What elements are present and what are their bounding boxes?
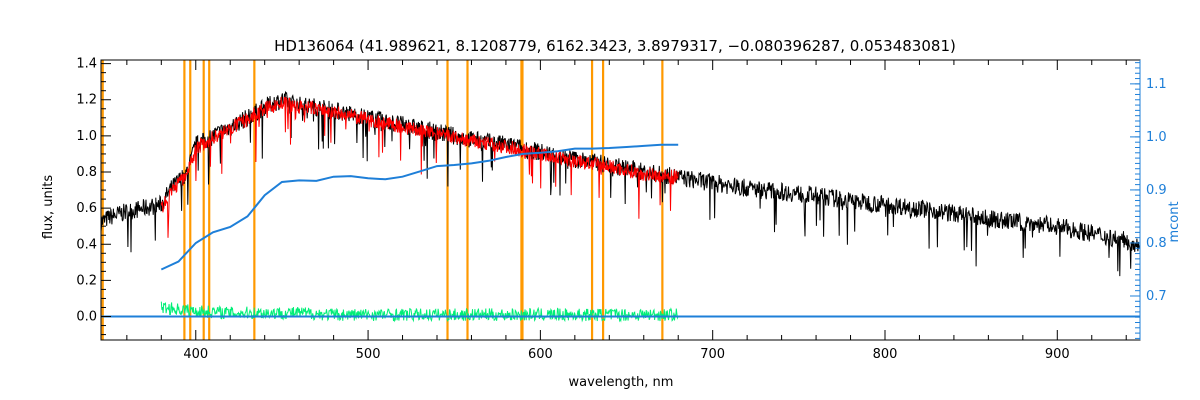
series-residuals [160,301,679,323]
axes: 400 500 600 700 800 900 0.0 0.2 0.4 0.6 0.8 1.0 1.2 1… [76,57,1166,362]
y2-axis-label: mcont [1167,201,1182,242]
plot-frame [100,59,1141,341]
y-axis-label: flux, units [41,175,56,240]
y-tick-label-7: 1.4 [76,57,97,72]
series-mcont [160,143,679,271]
series-observed [100,90,1141,277]
series-model [160,96,679,238]
y2-tick-label-4: 1.1 [1146,77,1167,92]
series-layer [100,90,1141,323]
y2-tick-label-2: 0.9 [1146,183,1167,198]
y-tick-label-2: 0.4 [76,237,97,252]
y-tick-label-6: 1.2 [76,93,97,108]
x-axis-label: wavelength, nm [569,375,674,390]
x-tick-label-5: 900 [1045,347,1070,362]
x-tick-label-0: 400 [183,347,208,362]
x-tick-label-3: 700 [700,347,725,362]
x-tick-label-1: 500 [356,347,381,362]
y-tick-label-5: 1.0 [76,129,97,144]
y2-tick-label-1: 0.8 [1146,236,1167,251]
y-tick-label-4: 0.8 [76,165,97,180]
x-tick-label-2: 600 [528,347,553,362]
y2-tick-label-3: 1.0 [1146,130,1167,145]
y-tick-label-3: 0.6 [76,201,97,216]
y2-tick-label-0: 0.7 [1146,289,1167,304]
x-tick-label-4: 800 [873,347,898,362]
y-tick-label-0: 0.0 [76,310,97,325]
marker-lines [101,60,664,340]
chart-title: HD136064 (41.989621, 8.1208779, 6162.342… [274,37,956,55]
y-tick-label-1: 0.2 [76,273,97,288]
